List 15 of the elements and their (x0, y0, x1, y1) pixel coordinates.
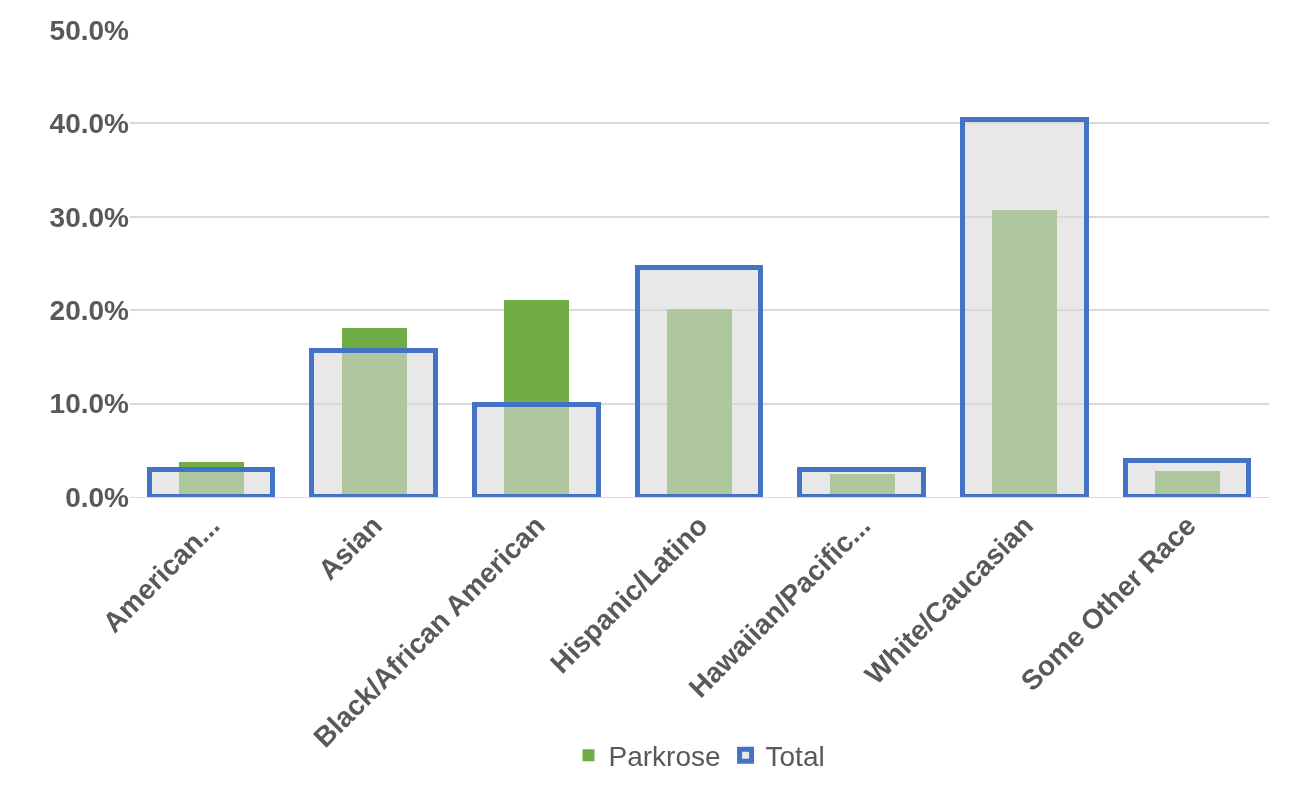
legend-label: Total (765, 741, 825, 773)
y-tick-label: 50.0% (49, 14, 130, 46)
y-tick-label: 10.0% (49, 388, 130, 420)
y-tick-label: 0.0% (65, 481, 130, 513)
bar (667, 309, 732, 497)
bar (504, 300, 569, 497)
y-tick-label: 30.0% (49, 201, 130, 233)
y-tick-label: 40.0% (49, 108, 130, 140)
bar (179, 462, 244, 497)
bar (342, 328, 407, 497)
bar (1155, 471, 1220, 497)
legend-label: Parkrose (608, 741, 721, 773)
bar (992, 210, 1057, 497)
bar (830, 474, 895, 497)
y-tick-label: 20.0% (49, 295, 130, 326)
